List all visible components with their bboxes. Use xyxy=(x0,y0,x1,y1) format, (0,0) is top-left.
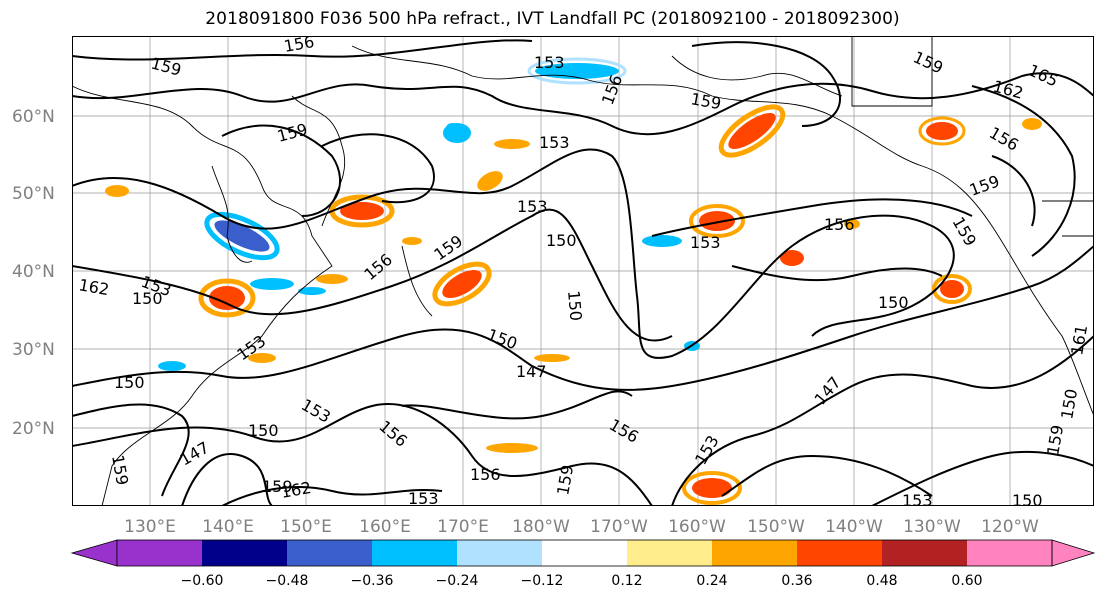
lon-label: 160°E xyxy=(359,517,411,537)
figure-title: 2018091800 F036 500 hPa refract., IVT La… xyxy=(205,9,900,29)
colorbar-segment xyxy=(542,540,627,566)
lon-label: 160°W xyxy=(668,517,726,537)
colorbar-segment xyxy=(117,540,202,566)
colorbar-segment xyxy=(797,540,882,566)
contour-label: 153 xyxy=(902,491,933,506)
lat-label: 20°N xyxy=(12,419,55,439)
coastlines xyxy=(72,36,1094,506)
contour-label: 150 xyxy=(1012,491,1043,506)
colorbar-segment xyxy=(372,540,457,566)
contour-label: 156 xyxy=(824,215,855,234)
contour-label: 156 xyxy=(470,465,501,484)
lat-label: 40°N xyxy=(12,262,55,282)
lon-label: 150°E xyxy=(280,517,332,537)
height-contours xyxy=(72,39,1094,506)
lon-label: 170°E xyxy=(437,517,489,537)
contour-label: 153 xyxy=(690,233,721,252)
lon-label: 130°E xyxy=(124,517,176,537)
map-canvas: 159 156 153 159 153 159 159 165 162 156 … xyxy=(72,36,1094,506)
map-panel: 159 156 153 159 153 159 159 165 162 156 … xyxy=(72,36,1094,506)
lat-label: 30°N xyxy=(12,340,55,360)
colorbar-segment xyxy=(967,540,1052,566)
lon-label: 140°E xyxy=(202,517,254,537)
contour-label: 150 xyxy=(878,293,909,312)
lat-label: 60°N xyxy=(12,107,55,127)
colorbar-tick-label: 0.24 xyxy=(696,573,727,589)
contour-label: 147 xyxy=(516,362,547,381)
contour-label: 150 xyxy=(114,373,145,392)
colorbar: −0.60 −0.48 −0.36 −0.24 −0.12 0.12 0.24 … xyxy=(70,539,1096,589)
contour-label: 153 xyxy=(539,133,570,152)
contour-label: 153 xyxy=(534,53,565,72)
colorbar-segment xyxy=(202,540,287,566)
colorbar-tick-label: −0.60 xyxy=(181,573,224,589)
contour-label: 150 xyxy=(546,231,577,250)
colorbar-tick-label: −0.36 xyxy=(351,573,394,589)
lon-label: 120°W xyxy=(981,517,1039,537)
lon-label: 140°W xyxy=(825,517,883,537)
lon-label: 170°W xyxy=(590,517,648,537)
contour-label: 150 xyxy=(564,290,586,322)
colorbar-outline xyxy=(116,539,1053,567)
colorbar-segment xyxy=(627,540,712,566)
lon-label: 150°W xyxy=(747,517,805,537)
map-border xyxy=(72,36,1094,506)
contour-label: 153 xyxy=(408,489,439,506)
colorbar-tick-label: 0.36 xyxy=(781,573,812,589)
colorbar-extend-max xyxy=(1051,539,1096,567)
colorbar-tick-label: 0.60 xyxy=(951,573,982,589)
colorbar-extend-min xyxy=(70,539,118,567)
lon-label: 130°W xyxy=(903,517,961,537)
lat-label: 50°N xyxy=(12,184,55,204)
colorbar-tick-label: −0.24 xyxy=(436,573,479,589)
colorbar-tick-label: 0.48 xyxy=(866,573,897,589)
colorbar-segment xyxy=(457,540,542,566)
colorbar-segment xyxy=(882,540,967,566)
contour-label: 150 xyxy=(248,421,279,440)
contour-label: 153 xyxy=(517,197,548,216)
colorbar-segment xyxy=(712,540,797,566)
colorbar-tick-label: −0.48 xyxy=(266,573,309,589)
contour-label: 150 xyxy=(132,289,163,308)
contour-label: 159 xyxy=(262,477,293,496)
colorbar-tick-label: −0.12 xyxy=(521,573,564,589)
colorbar-tick-label: 0.12 xyxy=(611,573,642,589)
colorbar-segment xyxy=(287,540,372,566)
contour-label: 156 xyxy=(282,36,315,56)
lon-label: 180°W xyxy=(512,517,570,537)
